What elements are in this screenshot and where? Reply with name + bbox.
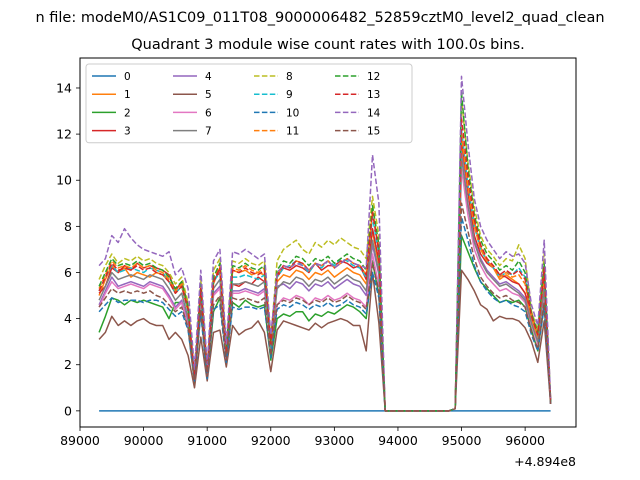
- x-tick-label: 91000: [187, 433, 227, 448]
- series-line-15: [98, 202, 552, 412]
- x-tick-label: 93000: [314, 433, 354, 448]
- series-line-14: [98, 75, 552, 412]
- legend-label-14: 14: [367, 107, 381, 119]
- y-tick-label: 12: [56, 127, 72, 142]
- x-tick-label: 95000: [442, 433, 482, 448]
- legend-label-10: 10: [286, 107, 299, 119]
- legend-label-1: 1: [124, 89, 131, 101]
- series-line-10: [98, 216, 552, 412]
- legend-label-3: 3: [124, 126, 131, 138]
- x-offset-label: +4.894e8: [514, 454, 576, 469]
- legend-label-6: 6: [205, 107, 212, 119]
- series-line-4: [98, 151, 552, 412]
- legend-label-7: 7: [205, 126, 212, 138]
- axes-frame: [79, 57, 577, 428]
- legend-label-13: 13: [367, 89, 380, 101]
- legend-label-12: 12: [367, 71, 380, 83]
- legend-label-4: 4: [205, 71, 212, 83]
- legend-label-15: 15: [367, 126, 380, 138]
- series-layer: [98, 75, 552, 412]
- y-tick-label: 0: [64, 403, 72, 418]
- y-tick-label: 14: [56, 80, 72, 95]
- series-line-6: [98, 167, 552, 412]
- y-tick-label: 10: [56, 173, 72, 188]
- x-tick-label: 92000: [251, 433, 291, 448]
- series-line-11: [98, 133, 552, 412]
- y-axis: 0 2 4 6 8 10 12 14: [56, 80, 80, 418]
- y-tick-label: 4: [64, 311, 72, 326]
- legend-frame: [85, 63, 413, 144]
- chart-title: Quadrant 3 module wise count rates with …: [131, 37, 525, 53]
- x-tick-label: 89000: [60, 433, 100, 448]
- legend-label-0: 0: [124, 71, 131, 83]
- chart-suptitle: n file: modeM0/AS1C09_011T08_9000006482_…: [35, 10, 604, 26]
- x-axis: 89000 90000 91000 92000 93000 94000 95000 96000: [60, 427, 545, 448]
- y-tick-label: 8: [64, 219, 72, 234]
- legend-label-9: 9: [286, 89, 293, 101]
- x-tick-label: 94000: [378, 433, 418, 448]
- series-line-5: [98, 269, 552, 412]
- y-tick-label: 6: [64, 265, 72, 280]
- legend-label-5: 5: [205, 89, 212, 101]
- series-line-12: [98, 91, 552, 412]
- series-line-7: [98, 156, 552, 412]
- x-tick-label: 96000: [505, 433, 545, 448]
- series-line-8: [98, 98, 552, 412]
- legend-label-11: 11: [286, 126, 299, 138]
- x-tick-label: 90000: [124, 433, 164, 448]
- legend-label-2: 2: [124, 107, 131, 119]
- legend-label-8: 8: [286, 71, 293, 83]
- y-tick-label: 2: [64, 357, 72, 372]
